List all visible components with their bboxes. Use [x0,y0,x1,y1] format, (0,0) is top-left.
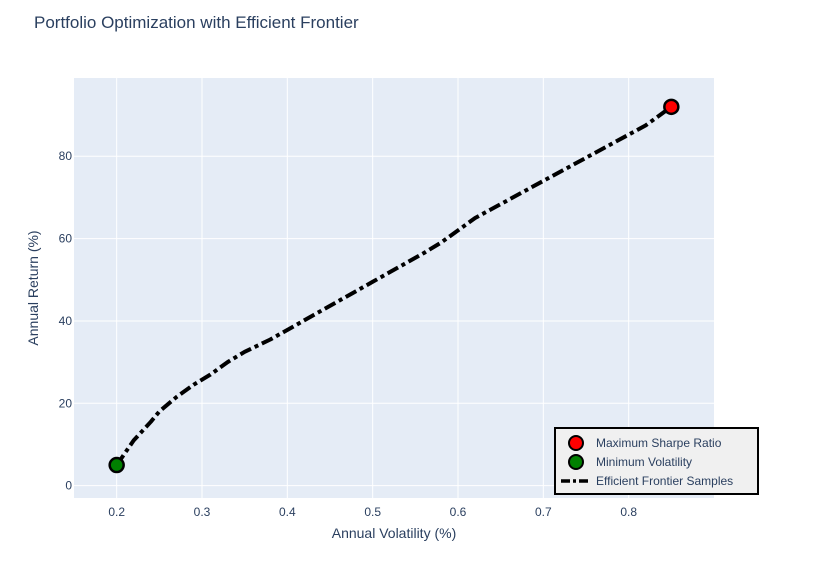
y-tick-label: 80 [59,149,73,163]
x-tick-label: 0.2 [108,505,125,519]
y-tick-label: 0 [65,479,72,493]
x-tick-label: 0.8 [620,505,637,519]
x-axis-ticks: 0.2 0.3 0.4 0.5 0.6 0.7 0.8 [108,505,637,519]
y-tick-label: 40 [59,314,73,328]
legend-label-frontier: Efficient Frontier Samples [596,474,733,488]
x-tick-label: 0.3 [194,505,211,519]
x-tick-label: 0.6 [450,505,467,519]
x-tick-label: 0.4 [279,505,296,519]
grid [74,78,714,498]
legend-label-max-sharpe: Maximum Sharpe Ratio [596,436,722,450]
y-axis-ticks: 0 20 40 60 80 [59,149,73,492]
legend-label-min-vol: Minimum Volatility [596,455,692,469]
x-tick-label: 0.7 [535,505,552,519]
min-volatility-point [108,456,125,474]
x-axis-title: Annual Volatility (%) [332,525,457,541]
y-axis-title: Annual Return (%) [25,230,41,345]
legend: Maximum Sharpe Ratio Minimum Volatility … [554,427,759,495]
series-layer [108,98,680,474]
max-sharpe-point [663,98,680,116]
efficient-frontier-line [115,105,673,467]
chart-title: Portfolio Optimization with Efficient Fr… [34,13,359,32]
legend-box [554,427,759,495]
y-tick-label: 20 [59,396,73,410]
y-tick-label: 60 [59,232,73,246]
x-tick-label: 0.5 [364,505,381,519]
legend-marker-max-sharpe [568,435,584,451]
legend-marker-min-vol [568,454,584,470]
